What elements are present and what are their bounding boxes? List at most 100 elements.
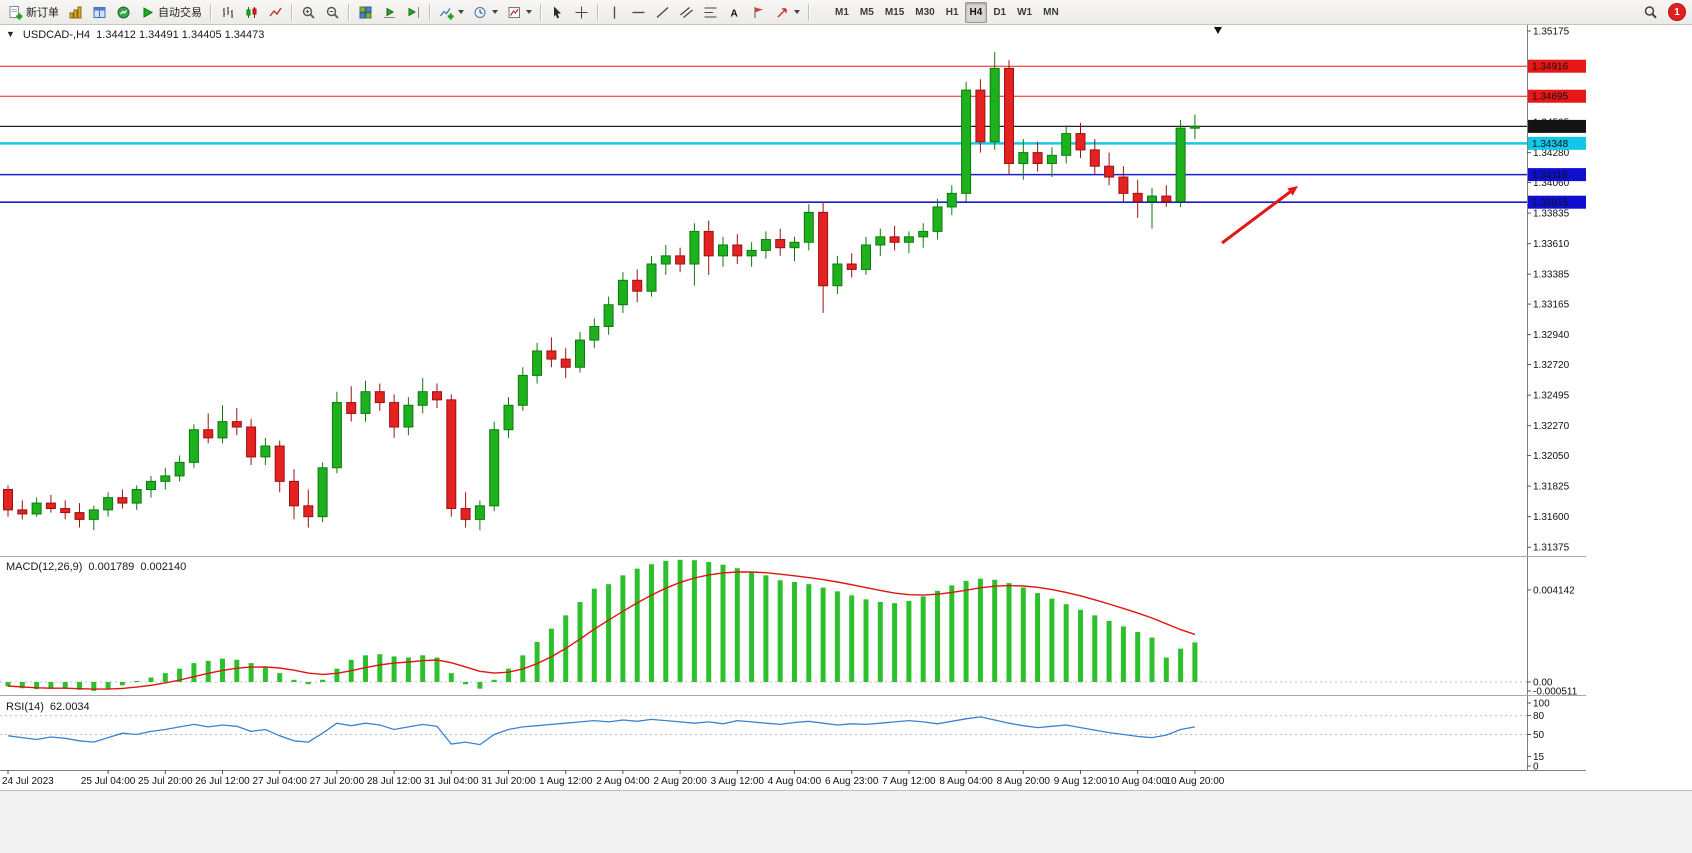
profiles-icon [93, 6, 106, 18]
svg-text:1.31825: 1.31825 [1533, 482, 1570, 493]
toolbar-separator [348, 3, 350, 21]
svg-text:1.33385: 1.33385 [1533, 270, 1570, 281]
timeframe-M5[interactable]: M5 [859, 6, 874, 18]
toolbar-separator [540, 3, 542, 21]
toolbar-separator [291, 3, 293, 21]
svg-text:-0.000511: -0.000511 [1533, 687, 1578, 698]
new-order-button[interactable]: 新订单 [4, 2, 63, 23]
svg-text:26 Jul 12:00: 26 Jul 12:00 [195, 776, 250, 787]
main-toolbar: 新订单 自动交易 [0, 0, 1692, 25]
rsi-indicator-label: RSI(14) 62.0034 [6, 701, 90, 713]
zoom-in-button[interactable] [297, 2, 320, 23]
svg-text:8 Aug 20:00: 8 Aug 20:00 [997, 776, 1051, 787]
text-tool-button[interactable]: A [723, 2, 746, 23]
cursor-icon [554, 6, 561, 18]
timeframe-M1[interactable]: M1 [835, 6, 849, 18]
svg-text:1.34473: 1.34473 [1532, 122, 1569, 133]
arrows-tool-button[interactable] [771, 2, 804, 23]
svg-text:8 Aug 04:00: 8 Aug 04:00 [939, 776, 993, 787]
marketwatch-button[interactable] [112, 2, 135, 23]
candlestick-icon [246, 6, 257, 18]
toolbar-separator [808, 3, 810, 21]
timeframe-MN[interactable]: MN [1043, 6, 1059, 18]
auto-scroll-icon [384, 7, 395, 18]
bar-chart-mode-button[interactable] [216, 2, 239, 23]
timeframe-W1[interactable]: W1 [1017, 6, 1033, 18]
channel-tool-button[interactable] [675, 2, 698, 23]
cursor-button[interactable] [546, 2, 569, 23]
chart-window: 1.351751.345051.342801.340601.338351.336… [0, 25, 1692, 791]
rsi-value: 62.0034 [49, 701, 90, 713]
search-button[interactable] [1639, 2, 1662, 23]
zoom-out-button[interactable] [321, 2, 344, 23]
autotrading-label: 自动交易 [158, 7, 202, 19]
level-lines-layer [0, 65, 1527, 203]
svg-text:1.34118: 1.34118 [1532, 170, 1568, 181]
svg-text:80: 80 [1533, 711, 1545, 722]
svg-text:31 Jul 04:00: 31 Jul 04:00 [424, 776, 479, 787]
chart-shift-icon [408, 6, 419, 18]
grid-layer [0, 681, 1527, 735]
trendline-icon [656, 6, 669, 18]
svg-text:10 Aug 04:00: 10 Aug 04:00 [1108, 776, 1167, 787]
periods-button[interactable] [469, 2, 502, 23]
autotrading-button[interactable]: 自动交易 [136, 2, 206, 23]
svg-text:31 Jul 20:00: 31 Jul 20:00 [481, 776, 536, 787]
vertical-line-tool-button[interactable] [603, 2, 626, 23]
templates-button[interactable] [503, 2, 536, 23]
timeframe-M15[interactable]: M15 [884, 6, 905, 18]
channel-icon [680, 6, 693, 18]
svg-text:1.35175: 1.35175 [1533, 27, 1570, 38]
svg-text:6 Aug 23:00: 6 Aug 23:00 [825, 776, 879, 787]
tile-windows-button[interactable] [354, 2, 377, 23]
svg-text:50: 50 [1533, 730, 1545, 741]
candlestick-layer [3, 52, 1200, 531]
svg-text:0: 0 [1533, 762, 1539, 773]
macd-main-value: 0.001789 [88, 561, 135, 573]
svg-text:1.32940: 1.32940 [1533, 330, 1570, 341]
candlestick-mode-button[interactable] [240, 2, 263, 23]
svg-text:25 Jul 04:00: 25 Jul 04:00 [81, 776, 136, 787]
svg-text:1.31375: 1.31375 [1533, 543, 1570, 554]
indicators-button[interactable] [435, 2, 468, 23]
timeframe-H4[interactable]: H4 [964, 1, 988, 23]
auto-scroll-button[interactable] [378, 2, 401, 23]
svg-text:25 Jul 20:00: 25 Jul 20:00 [138, 776, 193, 787]
vertical-line-icon [613, 6, 616, 18]
annotation-layer [1214, 27, 1298, 245]
svg-text:27 Jul 20:00: 27 Jul 20:00 [310, 776, 365, 787]
svg-text:1.32495: 1.32495 [1533, 391, 1570, 402]
charts-button[interactable] [64, 2, 87, 23]
svg-text:24 Jul 2023: 24 Jul 2023 [2, 776, 54, 787]
macd-indicator-label: MACD(12,26,9) 0.001789 0.002140 [6, 561, 186, 573]
svg-text:1.34916: 1.34916 [1532, 62, 1569, 73]
timeframe-H1[interactable]: H1 [945, 6, 959, 18]
chart-shift-button[interactable] [402, 2, 425, 23]
new-order-icon [9, 5, 23, 19]
timeframe-D1[interactable]: D1 [993, 6, 1007, 18]
svg-text:1.31600: 1.31600 [1533, 512, 1570, 523]
crosshair-icon [575, 6, 588, 18]
macd-name: MACD(12,26,9) [6, 561, 83, 573]
trendline-tool-button[interactable] [651, 2, 674, 23]
svg-text:1.34280: 1.34280 [1533, 148, 1570, 159]
label-tool-button[interactable] [747, 2, 770, 23]
svg-text:1 Aug 12:00: 1 Aug 12:00 [539, 776, 593, 787]
bar-chart-icon [223, 6, 233, 18]
svg-text:28 Jul 12:00: 28 Jul 12:00 [367, 776, 422, 787]
fibonacci-tool-button[interactable] [699, 2, 722, 23]
chart-canvas[interactable]: 1.351751.345051.342801.340601.338351.336… [0, 25, 1692, 790]
crosshair-button[interactable] [570, 2, 593, 23]
svg-text:0.00: 0.00 [1533, 678, 1553, 689]
zoom-in-icon [302, 6, 315, 19]
notification-badge[interactable]: 1 [1668, 3, 1686, 21]
svg-text:1.34060: 1.34060 [1533, 178, 1570, 189]
line-chart-mode-button[interactable] [264, 2, 287, 23]
timeframe-M30[interactable]: M30 [915, 6, 935, 18]
svg-text:7 Aug 12:00: 7 Aug 12:00 [882, 776, 936, 787]
charts-icon [69, 6, 82, 18]
profiles-button[interactable] [88, 2, 111, 23]
horizontal-line-tool-button[interactable] [627, 2, 650, 23]
symbol-dropdown-toggle[interactable]: ▼ [6, 29, 15, 39]
